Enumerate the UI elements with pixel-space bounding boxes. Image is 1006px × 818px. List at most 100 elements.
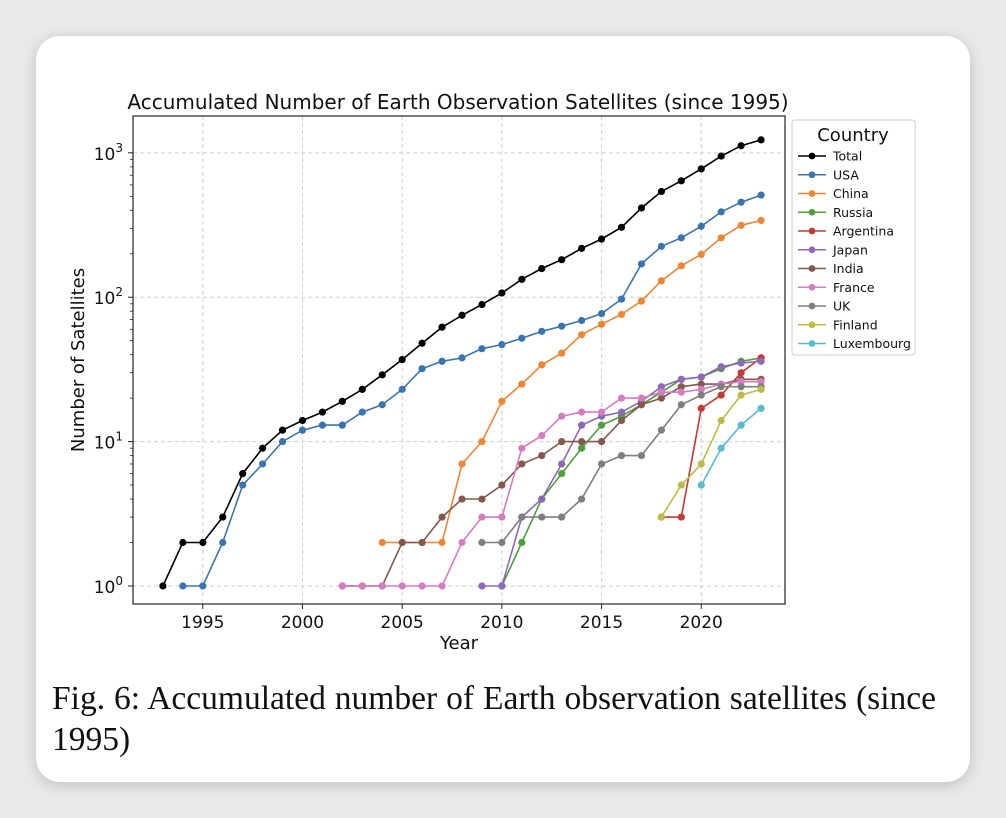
data-point xyxy=(737,221,745,229)
legend-swatch-marker xyxy=(808,152,816,160)
data-point xyxy=(737,359,745,367)
y-tick-label: 101 xyxy=(94,430,123,454)
series-india xyxy=(338,375,765,590)
data-point xyxy=(378,538,386,547)
grid xyxy=(133,116,785,604)
data-point xyxy=(478,437,486,446)
data-point xyxy=(278,437,287,446)
data-point xyxy=(637,451,646,460)
data-point xyxy=(657,187,665,196)
data-point xyxy=(677,262,685,270)
data-point xyxy=(597,437,606,446)
legend-label: France xyxy=(833,280,875,295)
series-usa xyxy=(179,191,765,590)
data-point xyxy=(498,397,506,405)
data-point xyxy=(617,295,626,303)
y-tick-label: 103 xyxy=(94,141,123,165)
data-point xyxy=(617,408,626,416)
data-point xyxy=(757,216,765,225)
data-point xyxy=(578,331,586,339)
legend-label: Luxembourg xyxy=(833,336,911,351)
data-point xyxy=(657,383,665,391)
x-tick-label: 2010 xyxy=(480,613,523,633)
data-point xyxy=(757,404,765,412)
x-tick-label: 2015 xyxy=(580,613,623,633)
data-point xyxy=(378,401,386,409)
data-point xyxy=(717,383,725,391)
data-point xyxy=(657,277,665,285)
data-point xyxy=(737,142,745,150)
legend-item-uk: UK xyxy=(798,299,851,314)
data-point xyxy=(478,582,486,590)
data-point xyxy=(677,177,685,185)
data-point xyxy=(498,538,506,547)
data-point xyxy=(617,310,626,319)
legend-item-india: India xyxy=(798,261,864,276)
data-point xyxy=(757,191,765,199)
series-line xyxy=(342,378,762,587)
data-point xyxy=(637,401,646,409)
series-china xyxy=(378,216,765,547)
series-france xyxy=(338,378,765,590)
data-point xyxy=(578,437,586,446)
data-point xyxy=(398,538,406,547)
data-point xyxy=(378,582,386,590)
x-tick-label: 2005 xyxy=(381,613,424,633)
legend-swatch-marker xyxy=(808,171,816,179)
data-point xyxy=(239,470,247,478)
data-point xyxy=(179,538,187,547)
data-point xyxy=(637,204,646,212)
x-axis-label: Year xyxy=(439,633,479,654)
data-point xyxy=(418,339,426,347)
data-point xyxy=(657,242,665,250)
data-point xyxy=(597,235,606,243)
data-point xyxy=(498,340,506,349)
data-point xyxy=(498,289,506,297)
data-point xyxy=(498,513,506,521)
data-point xyxy=(737,391,745,399)
plot-frame xyxy=(132,115,786,605)
data-point xyxy=(538,327,546,335)
data-point xyxy=(438,357,446,365)
data-point xyxy=(538,451,546,460)
data-point xyxy=(338,397,346,405)
data-point xyxy=(717,416,725,425)
legend-item-finland: Finland xyxy=(798,317,878,332)
data-point xyxy=(697,250,705,258)
data-point xyxy=(578,316,586,325)
data-point xyxy=(498,481,506,489)
data-point xyxy=(438,538,446,547)
data-point xyxy=(597,421,606,429)
data-point xyxy=(558,412,566,420)
legend-swatch-marker xyxy=(808,302,816,310)
y-tick-label: 102 xyxy=(94,285,123,309)
y-tick-label: 100 xyxy=(94,574,123,598)
figure-caption: Fig. 6: Accumulated number of Earth obse… xyxy=(52,680,936,758)
legend-items: Total USA China Russia Argentina Japan India Fr… xyxy=(798,149,911,351)
data-point xyxy=(318,408,327,416)
legend-label: China xyxy=(833,186,869,201)
legend-swatch-marker xyxy=(808,340,816,347)
data-point xyxy=(617,451,626,460)
series-line xyxy=(342,380,762,587)
data-point xyxy=(259,444,267,452)
data-point xyxy=(518,538,526,547)
data-point xyxy=(438,513,446,521)
data-point xyxy=(657,388,665,396)
data-point xyxy=(179,582,187,590)
data-point xyxy=(418,538,426,547)
data-point xyxy=(617,223,626,231)
series-layer xyxy=(159,136,765,590)
legend-item-luxembourg: Luxembourg xyxy=(798,336,911,351)
legend-item-china: China xyxy=(798,186,869,201)
data-point xyxy=(518,444,526,452)
data-point xyxy=(498,582,506,590)
x-tick-label: 2000 xyxy=(281,613,324,633)
data-point xyxy=(338,582,346,590)
data-point xyxy=(657,394,665,402)
data-point xyxy=(677,375,685,383)
data-point xyxy=(358,408,366,416)
data-point xyxy=(518,334,526,342)
legend-label: Argentina xyxy=(833,224,894,239)
data-point xyxy=(358,582,366,590)
